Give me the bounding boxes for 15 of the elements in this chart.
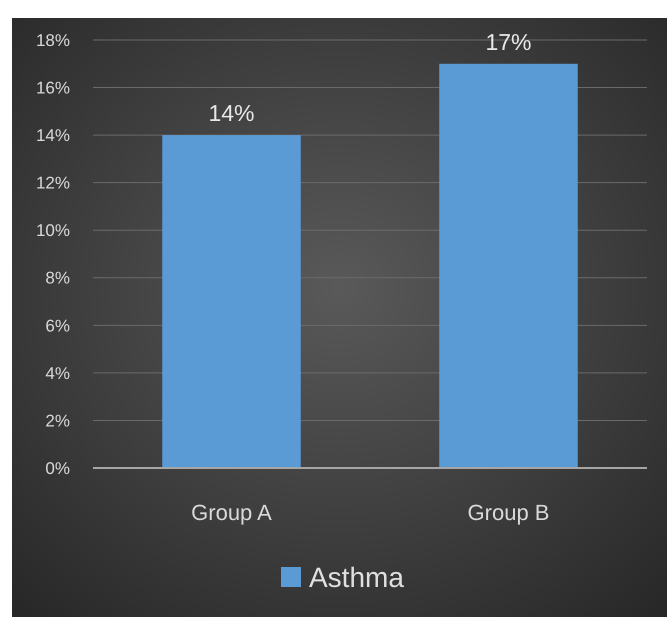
- y-tick-label: 4%: [45, 364, 70, 383]
- y-tick-label: 18%: [36, 30, 70, 50]
- x-tick-label: Group A: [191, 500, 272, 525]
- y-tick-label: 16%: [36, 78, 70, 98]
- y-tick-label: 14%: [36, 126, 70, 146]
- y-tick-label: 8%: [45, 268, 70, 288]
- legend-label: Asthma: [309, 562, 404, 593]
- y-tick-label: 12%: [36, 174, 70, 193]
- y-tick-label: 10%: [36, 221, 70, 240]
- y-tick-label: 0%: [45, 458, 70, 478]
- y-tick-label: 2%: [45, 411, 70, 430]
- text: 14%: [208, 100, 255, 126]
- x-tick-label: Group B: [468, 500, 550, 525]
- y-tick-label: 6%: [45, 316, 70, 336]
- text: 17%: [485, 28, 532, 55]
